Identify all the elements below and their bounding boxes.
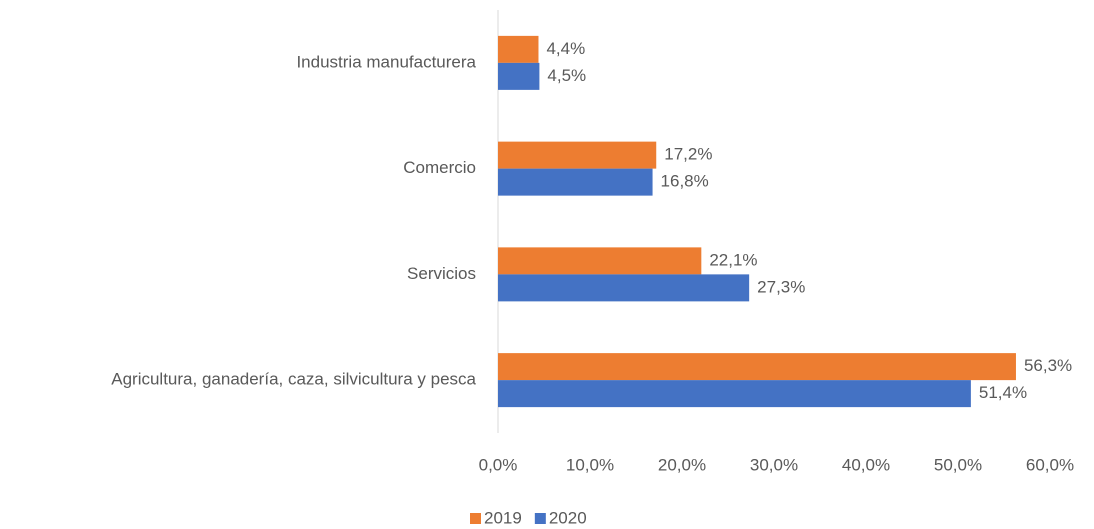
bar [498,380,971,408]
bar [498,274,750,302]
legend-label: 2020 [549,508,587,527]
data-label: 51,4% [979,383,1027,402]
bar [498,35,539,63]
legend-label: 2019 [484,508,522,527]
data-label: 56,3% [1024,356,1072,375]
bar [498,247,702,275]
x-tick-label: 10,0% [566,455,614,474]
data-label: 4,4% [546,39,585,58]
bar [498,353,1016,381]
x-tick-label: 0,0% [479,455,518,474]
x-tick-label: 60,0% [1026,455,1074,474]
x-tick-label: 50,0% [934,455,982,474]
y-tick-label: Industria manufacturera [296,52,476,71]
bar [498,141,657,169]
legend-swatch [470,513,481,524]
x-tick-label: 40,0% [842,455,890,474]
x-tick-label: 20,0% [658,455,706,474]
y-tick-label: Agricultura, ganadería, caza, silvicultu… [111,370,476,389]
data-label: 17,2% [664,145,712,164]
legend-swatch [534,513,546,524]
x-tick-label: 30,0% [750,455,798,474]
data-label: 27,3% [757,277,805,296]
bar [498,168,653,196]
data-label: 16,8% [661,172,709,191]
bar [498,62,540,90]
y-tick-label: Servicios [407,264,476,283]
data-label: 4,5% [547,66,586,85]
y-tick-label: Comercio [403,158,476,177]
data-label: 22,1% [709,250,757,269]
